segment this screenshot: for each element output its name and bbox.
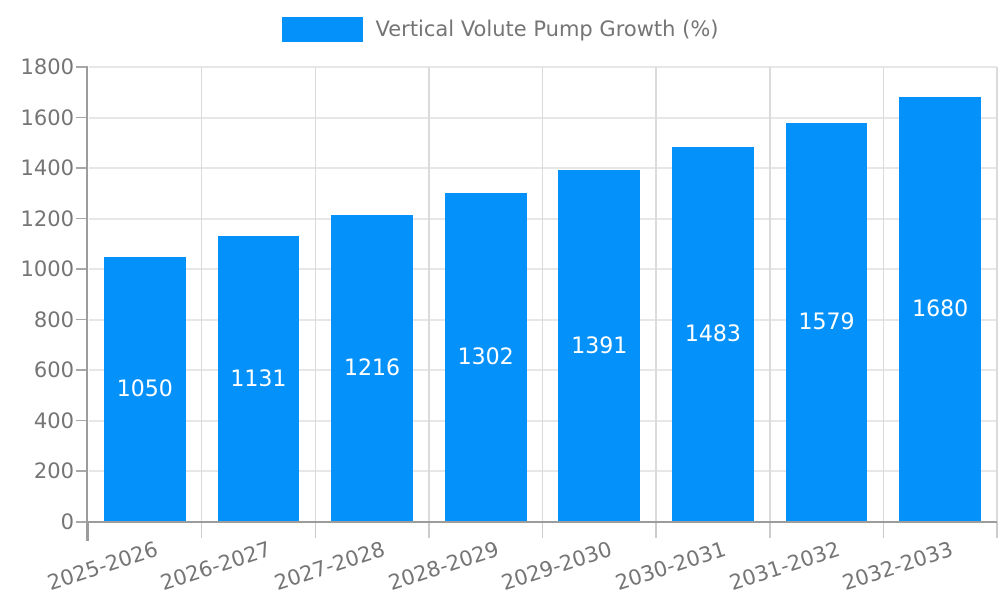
bars-layer: 1050 1131 1216 1302 1391 1483 1579 1680	[103, 97, 982, 522]
y-axis-tick-label: 200	[33, 459, 74, 484]
y-axis-tick	[76, 217, 88, 220]
legend-label: Vertical Volute Pump Growth (%)	[375, 17, 719, 41]
bar[interactable]: 1483	[672, 147, 754, 522]
bar[interactable]: 1050	[103, 256, 186, 522]
bar-chart: Vertical Volute Pump Growth (%) 1050 1131…	[0, 14, 1000, 596]
gridline-vertical	[314, 67, 316, 522]
axis-labels-layer: 0 200 400 600 800 1000 1200 1400 1600 1800 2025-20…	[20, 55, 956, 595]
bar[interactable]: 1216	[331, 214, 413, 522]
y-axis-line	[86, 67, 88, 541]
y-axis-tick-label: 1400	[20, 156, 74, 181]
y-axis-tick-label: 0	[60, 510, 74, 534]
gridline-vertical	[996, 67, 998, 522]
y-axis-tick	[76, 369, 88, 371]
bar-value-label: 1050	[116, 376, 173, 402]
x-axis-tick	[996, 522, 998, 538]
x-axis-tick	[882, 522, 885, 538]
x-axis-line	[86, 521, 997, 523]
bar-value-label: 1483	[684, 322, 741, 348]
bar-value-label: 1391	[571, 333, 628, 359]
legend-swatch	[281, 16, 363, 42]
y-axis-tick	[76, 268, 88, 270]
gridline-vertical	[428, 67, 430, 522]
bar-value-label: 1131	[230, 366, 287, 392]
y-axis-tick	[76, 116, 88, 119]
gridline-vertical	[769, 67, 771, 522]
bar[interactable]: 1391	[558, 170, 641, 522]
bar[interactable]: 1302	[444, 192, 527, 522]
y-axis-tick-label: 1600	[20, 105, 74, 130]
x-axis-tick	[769, 522, 771, 538]
axes-layer	[76, 66, 998, 541]
gridline-vertical	[882, 67, 885, 522]
x-axis-tick	[655, 522, 657, 538]
bar[interactable]: 1131	[217, 236, 300, 522]
y-axis-tick	[76, 470, 88, 472]
bar[interactable]: 1579	[785, 122, 868, 522]
y-axis-tick-label: 600	[33, 358, 74, 383]
y-axis-tick-label: 800	[33, 307, 74, 332]
y-axis-tick-label: 400	[33, 408, 74, 433]
bar-value-label: 1680	[912, 297, 969, 323]
y-axis-tick-label: 1000	[20, 257, 74, 282]
gridline-vertical	[200, 67, 203, 522]
y-axis-tick	[76, 419, 88, 422]
chart-legend[interactable]: Vertical Volute Pump Growth (%)	[0, 14, 1000, 44]
x-axis-tick	[541, 522, 544, 538]
y-axis-tick-label: 1800	[20, 55, 74, 79]
y-axis-tick	[76, 167, 88, 169]
bar-value-label: 1579	[798, 309, 855, 335]
y-axis-tick	[76, 521, 88, 523]
gridlines-layer	[89, 66, 998, 522]
bar-value-label: 1216	[344, 355, 401, 381]
x-axis-tick	[200, 522, 203, 538]
bar[interactable]: 1680	[899, 97, 982, 522]
y-axis-tick	[76, 66, 88, 68]
x-axis-tick	[428, 522, 430, 538]
x-axis-tick	[87, 522, 89, 541]
x-axis-tick	[314, 522, 316, 538]
gridline-vertical	[655, 67, 657, 522]
gridline-vertical	[541, 67, 544, 522]
y-axis-tick-label: 1200	[20, 206, 74, 231]
y-axis-tick	[76, 318, 88, 321]
bar-value-label: 1302	[457, 344, 514, 370]
